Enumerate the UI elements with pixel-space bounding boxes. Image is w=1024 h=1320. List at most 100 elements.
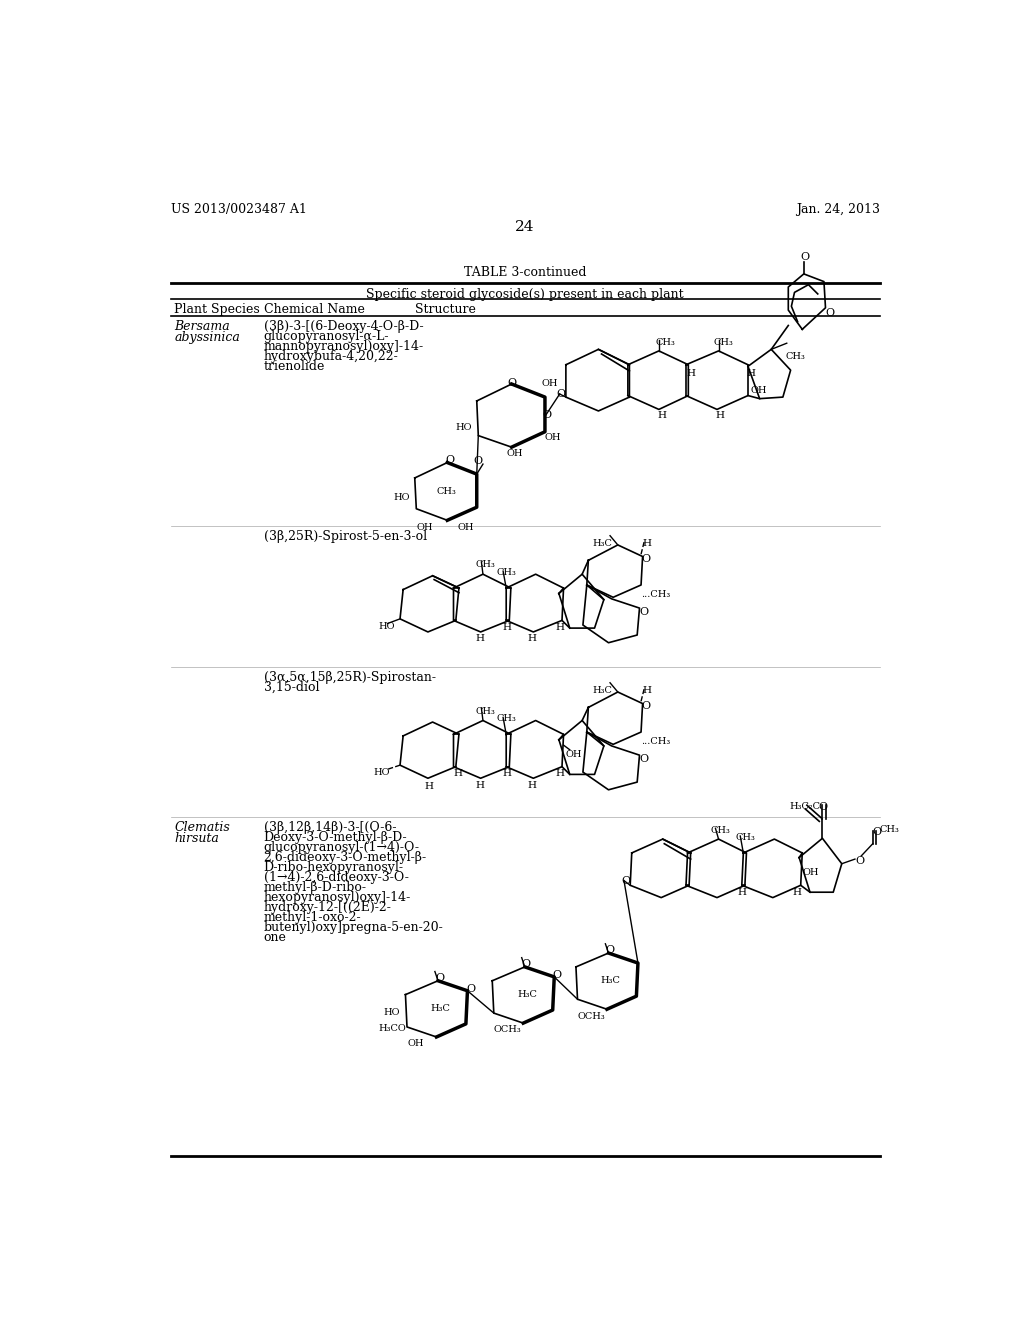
Text: O: O bbox=[640, 754, 648, 763]
Text: H: H bbox=[454, 770, 463, 777]
Text: O: O bbox=[521, 960, 530, 969]
Text: H: H bbox=[737, 887, 746, 896]
Text: one: one bbox=[263, 932, 287, 945]
Text: O: O bbox=[801, 252, 810, 263]
Text: (3β,25R)-Spirost-5-en-3-ol: (3β,25R)-Spirost-5-en-3-ol bbox=[263, 529, 427, 543]
Text: H₃C: H₃C bbox=[517, 990, 537, 999]
Text: CH₃: CH₃ bbox=[475, 706, 495, 715]
Text: H: H bbox=[503, 623, 511, 632]
Text: CH₃: CH₃ bbox=[497, 714, 517, 723]
Text: 3,15-diol: 3,15-diol bbox=[263, 681, 319, 694]
Text: (3β)-3-[(6-Deoxy-4-O-β-D-: (3β)-3-[(6-Deoxy-4-O-β-D- bbox=[263, 321, 423, 333]
Text: OCH₃: OCH₃ bbox=[494, 1026, 521, 1035]
Text: CH₃: CH₃ bbox=[497, 568, 517, 577]
Text: CH₃: CH₃ bbox=[711, 826, 731, 836]
Text: HO: HO bbox=[374, 768, 390, 777]
Text: H: H bbox=[643, 686, 651, 694]
Text: H: H bbox=[528, 635, 537, 643]
Text: CH₃: CH₃ bbox=[655, 338, 675, 347]
Text: Clematis: Clematis bbox=[174, 821, 230, 834]
Text: O: O bbox=[445, 455, 455, 465]
Text: CH₃: CH₃ bbox=[735, 833, 756, 842]
Text: H₃C: H₃C bbox=[601, 977, 621, 985]
Text: OH: OH bbox=[802, 869, 819, 878]
Text: O: O bbox=[508, 378, 517, 388]
Text: Structure: Structure bbox=[415, 304, 475, 317]
Text: H: H bbox=[528, 780, 537, 789]
Text: O: O bbox=[818, 803, 827, 812]
Text: Bersama: Bersama bbox=[174, 321, 230, 333]
Text: H: H bbox=[716, 411, 724, 420]
Text: D-ribo-hexopyranosyl-: D-ribo-hexopyranosyl- bbox=[263, 862, 403, 874]
Text: 24: 24 bbox=[515, 220, 535, 234]
Text: H: H bbox=[425, 781, 434, 791]
Text: H₃CO: H₃CO bbox=[378, 1024, 407, 1032]
Text: hydroxy-12-[((2E)-2-: hydroxy-12-[((2E)-2- bbox=[263, 902, 391, 915]
Text: trienolide: trienolide bbox=[263, 360, 325, 374]
Text: glucopyranosyl-(1→4)-O-: glucopyranosyl-(1→4)-O- bbox=[263, 841, 420, 854]
Text: Chemical Name: Chemical Name bbox=[263, 304, 365, 317]
Text: CH₃: CH₃ bbox=[713, 338, 733, 347]
Text: ...CH₃: ...CH₃ bbox=[641, 737, 671, 746]
Text: methyl-1-oxo-2-: methyl-1-oxo-2- bbox=[263, 911, 361, 924]
Text: H₃C₂C: H₃C₂C bbox=[790, 803, 821, 810]
Text: OH: OH bbox=[417, 523, 433, 532]
Text: O: O bbox=[872, 826, 881, 837]
Text: OH: OH bbox=[751, 387, 767, 395]
Text: O: O bbox=[557, 389, 565, 400]
Text: H: H bbox=[746, 368, 756, 378]
Text: O: O bbox=[553, 970, 562, 979]
Text: mannopyranosyl)oxy]-14-: mannopyranosyl)oxy]-14- bbox=[263, 341, 424, 354]
Text: O: O bbox=[640, 607, 648, 616]
Text: CH₃: CH₃ bbox=[436, 487, 457, 496]
Text: HO: HO bbox=[378, 622, 395, 631]
Text: abyssinica: abyssinica bbox=[174, 331, 241, 345]
Text: O: O bbox=[543, 411, 552, 420]
Text: O: O bbox=[855, 855, 864, 866]
Text: O: O bbox=[466, 983, 475, 994]
Text: US 2013/0023487 A1: US 2013/0023487 A1 bbox=[171, 203, 306, 216]
Text: 2,6-dideoxy-3-O-methyl-β-: 2,6-dideoxy-3-O-methyl-β- bbox=[263, 851, 427, 865]
Text: methyl-β-D-ribo-: methyl-β-D-ribo- bbox=[263, 882, 367, 895]
Text: O: O bbox=[621, 876, 630, 886]
Text: H₃C: H₃C bbox=[592, 686, 612, 694]
Text: CH₃: CH₃ bbox=[475, 560, 495, 569]
Text: hirsuta: hirsuta bbox=[174, 832, 219, 845]
Text: HO: HO bbox=[384, 1008, 400, 1018]
Text: butenyl)oxy]pregna-5-en-20-: butenyl)oxy]pregna-5-en-20- bbox=[263, 921, 443, 935]
Text: OH: OH bbox=[458, 523, 474, 532]
Text: H: H bbox=[555, 770, 564, 777]
Text: O: O bbox=[825, 308, 835, 318]
Text: OH: OH bbox=[407, 1039, 424, 1048]
Text: hexopyranosyl)oxy]-14-: hexopyranosyl)oxy]-14- bbox=[263, 891, 411, 904]
Text: (1→4)-2,6-dideoxy-3-O-: (1→4)-2,6-dideoxy-3-O- bbox=[263, 871, 409, 884]
Text: H: H bbox=[643, 539, 651, 548]
Text: glucopyranosyl-α-L-: glucopyranosyl-α-L- bbox=[263, 330, 389, 343]
Text: OH: OH bbox=[542, 379, 558, 388]
Text: H₃C: H₃C bbox=[430, 1003, 451, 1012]
Text: CH₃: CH₃ bbox=[785, 352, 805, 362]
Text: O: O bbox=[435, 973, 444, 983]
Text: H: H bbox=[475, 780, 484, 789]
Text: H: H bbox=[687, 368, 695, 378]
Text: H: H bbox=[475, 635, 484, 643]
Text: H: H bbox=[793, 887, 802, 896]
Text: O: O bbox=[473, 457, 482, 466]
Text: hydroxybufa-4,20,22-: hydroxybufa-4,20,22- bbox=[263, 350, 398, 363]
Text: HO: HO bbox=[455, 422, 471, 432]
Text: H: H bbox=[657, 411, 667, 420]
Text: TABLE 3-continued: TABLE 3-continued bbox=[464, 267, 586, 280]
Text: OH: OH bbox=[506, 449, 522, 458]
Text: O: O bbox=[641, 554, 650, 564]
Text: O: O bbox=[605, 945, 614, 956]
Text: Deoxy-3-O-methyl-β-D-: Deoxy-3-O-methyl-β-D- bbox=[263, 832, 408, 845]
Text: HO: HO bbox=[393, 494, 410, 503]
Text: OCH₃: OCH₃ bbox=[578, 1011, 605, 1020]
Text: H: H bbox=[555, 623, 564, 632]
Text: Jan. 24, 2013: Jan. 24, 2013 bbox=[796, 203, 880, 216]
Text: CH₃: CH₃ bbox=[880, 825, 900, 834]
Text: OH: OH bbox=[545, 433, 561, 442]
Text: H₃C: H₃C bbox=[592, 539, 612, 548]
Text: O: O bbox=[641, 701, 650, 711]
Text: (3α,5α,15β,25R)-Spirostan-: (3α,5α,15β,25R)-Spirostan- bbox=[263, 671, 435, 684]
